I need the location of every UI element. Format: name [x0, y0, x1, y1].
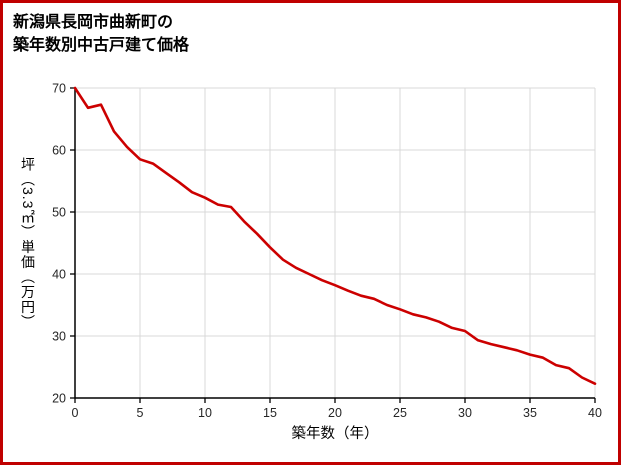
y-tick-label: 40: [52, 268, 66, 282]
chart-title-line2: 築年数別中古戸建て価格: [13, 37, 190, 55]
x-tick-label: 15: [263, 406, 277, 420]
y-tick-label: 30: [52, 330, 66, 344]
chart-title: 新潟県長岡市曲新町の 築年数別中古戸建て価格: [13, 11, 189, 57]
x-tick-label: 35: [523, 406, 537, 420]
x-tick-label: 0: [72, 406, 79, 420]
y-axis-label: 坪（3.3㎡）単価（万円）: [20, 156, 36, 330]
y-tick-label: 50: [52, 206, 66, 220]
x-tick-label: 30: [458, 406, 472, 420]
x-axis-label: 築年数（年）: [291, 426, 379, 442]
x-tick-label: 10: [198, 406, 212, 420]
line-chart: 0 5 10 15 20 25 30 35 40 20 30 40 50 60 70: [52, 82, 602, 421]
x-tick-label: 5: [137, 406, 144, 420]
chart-title-line1: 新潟県長岡市曲新町の: [13, 14, 174, 31]
x-tick-label: 20: [328, 406, 342, 420]
y-tick-label: 70: [52, 82, 66, 96]
price-line: [73, 86, 597, 386]
x-tick-label: 25: [393, 406, 407, 420]
y-tick-label: 20: [52, 392, 66, 406]
y-tick-label: 60: [52, 144, 66, 158]
x-tick-label: 40: [588, 406, 602, 420]
